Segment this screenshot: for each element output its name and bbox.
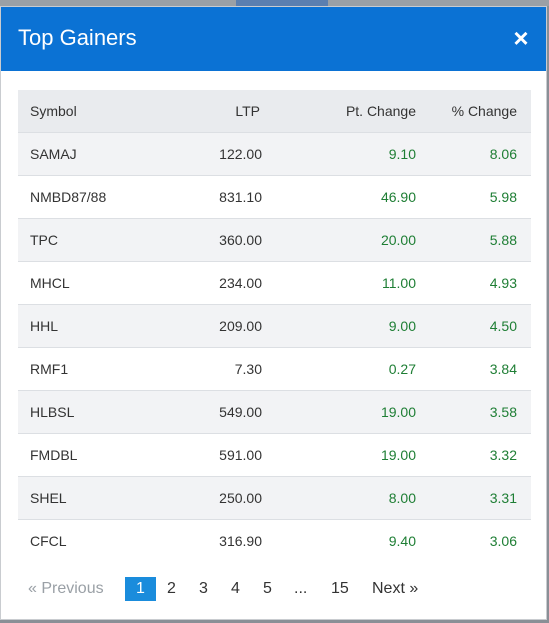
page-link-5[interactable]: 5 bbox=[263, 580, 272, 597]
cell-ltp: 549.00 bbox=[219, 403, 262, 420]
cell-pt-change: 11.00 bbox=[382, 274, 416, 291]
cell-symbol: CFCL bbox=[30, 532, 67, 549]
table-row: NMBD87/88 831.10 46.90 5.98 bbox=[18, 175, 531, 218]
cell-pct-change: 8.06 bbox=[489, 145, 517, 162]
cell-pct-change: 5.88 bbox=[489, 231, 517, 248]
cell-ltp: 831.10 bbox=[219, 188, 262, 205]
cell-pt-change: 9.40 bbox=[388, 532, 416, 549]
gainers-table: Symbol LTP Pt. Change % Change SAMAJ 122… bbox=[18, 90, 531, 562]
background-bottom bbox=[0, 620, 549, 623]
cell-symbol: SAMAJ bbox=[30, 145, 77, 162]
cell-symbol: TPC bbox=[30, 231, 58, 248]
page-ellipsis: ... bbox=[294, 580, 308, 597]
cell-pct-change: 3.31 bbox=[489, 489, 517, 506]
table-row: MHCL 234.00 11.00 4.93 bbox=[18, 261, 531, 304]
cell-pt-change: 46.90 bbox=[380, 188, 416, 205]
next-page-link[interactable]: Next » bbox=[372, 580, 419, 597]
background-logo-edge bbox=[236, 0, 328, 6]
cell-pct-change: 3.32 bbox=[489, 446, 517, 463]
cell-symbol: MHCL bbox=[30, 274, 70, 291]
page-link-2[interactable]: 2 bbox=[167, 580, 176, 597]
header-pt-change[interactable]: Pt. Change bbox=[345, 102, 416, 119]
cell-symbol: HHL bbox=[30, 317, 59, 334]
cell-symbol: SHEL bbox=[30, 489, 67, 506]
header-pct-change[interactable]: % Change bbox=[451, 102, 517, 119]
cell-pt-change: 20.00 bbox=[380, 231, 416, 248]
cell-ltp: 360.00 bbox=[219, 231, 262, 248]
cell-pct-change: 4.93 bbox=[489, 274, 517, 291]
cell-ltp: 316.90 bbox=[219, 532, 262, 549]
cell-pt-change: 19.00 bbox=[380, 403, 416, 420]
cell-pt-change: 9.10 bbox=[388, 145, 416, 162]
cell-ltp: 7.30 bbox=[234, 360, 262, 377]
table-row: HHL 209.00 9.00 4.50 bbox=[18, 304, 531, 347]
cell-symbol: NMBD87/88 bbox=[30, 188, 107, 205]
previous-page-link[interactable]: « Previous bbox=[28, 580, 104, 597]
cell-ltp: 250.00 bbox=[219, 489, 262, 506]
cell-pct-change: 3.58 bbox=[489, 403, 517, 420]
page-link-15[interactable]: 15 bbox=[331, 580, 349, 597]
cell-pt-change: 0.27 bbox=[388, 360, 416, 377]
top-gainers-modal: Top Gainers × Symbol LTP Pt. Change % Ch… bbox=[0, 6, 547, 620]
cell-ltp: 122.00 bbox=[219, 145, 262, 162]
header-symbol[interactable]: Symbol bbox=[30, 102, 77, 119]
cell-ltp: 591.00 bbox=[219, 446, 262, 463]
page-link-1[interactable]: 1 bbox=[125, 577, 156, 601]
page-link-4[interactable]: 4 bbox=[231, 580, 240, 597]
cell-symbol: HLBSL bbox=[30, 403, 75, 420]
cell-symbol: RMF1 bbox=[30, 360, 69, 377]
close-icon[interactable]: × bbox=[513, 23, 529, 53]
table-row: RMF1 7.30 0.27 3.84 bbox=[18, 347, 531, 390]
table-row: SHEL 250.00 8.00 3.31 bbox=[18, 476, 531, 519]
header-ltp[interactable]: LTP bbox=[235, 102, 260, 119]
table-row: SAMAJ 122.00 9.10 8.06 bbox=[18, 132, 531, 175]
cell-pct-change: 3.06 bbox=[489, 532, 517, 549]
modal-header: Top Gainers × bbox=[1, 7, 546, 71]
cell-pt-change: 9.00 bbox=[388, 317, 416, 334]
table-row: TPC 360.00 20.00 5.88 bbox=[18, 218, 531, 261]
page-link-3[interactable]: 3 bbox=[199, 580, 208, 597]
table-row: HLBSL 549.00 19.00 3.58 bbox=[18, 390, 531, 433]
cell-pct-change: 3.84 bbox=[489, 360, 517, 377]
cell-pt-change: 8.00 bbox=[388, 489, 416, 506]
table-row: FMDBL 591.00 19.00 3.32 bbox=[18, 433, 531, 476]
cell-ltp: 234.00 bbox=[219, 274, 262, 291]
cell-pct-change: 4.50 bbox=[489, 317, 517, 334]
cell-pt-change: 19.00 bbox=[380, 446, 416, 463]
cell-pct-change: 5.98 bbox=[489, 188, 517, 205]
modal-title: Top Gainers bbox=[18, 25, 137, 50]
table-row: CFCL 316.90 9.40 3.06 bbox=[18, 519, 531, 562]
cell-ltp: 209.00 bbox=[219, 317, 262, 334]
cell-symbol: FMDBL bbox=[30, 446, 78, 463]
table-header-row: Symbol LTP Pt. Change % Change bbox=[18, 90, 531, 132]
